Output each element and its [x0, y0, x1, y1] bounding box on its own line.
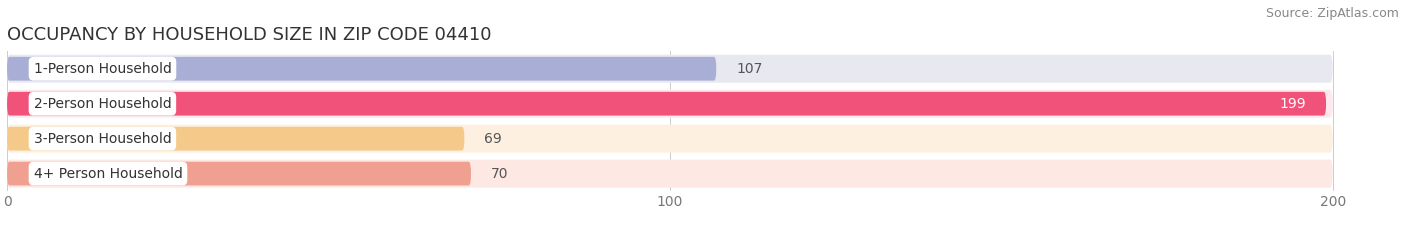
- Text: 199: 199: [1279, 97, 1306, 111]
- Text: 3-Person Household: 3-Person Household: [34, 132, 172, 146]
- FancyBboxPatch shape: [7, 160, 1333, 188]
- FancyBboxPatch shape: [7, 162, 471, 185]
- Text: 1-Person Household: 1-Person Household: [34, 62, 172, 76]
- Text: 4+ Person Household: 4+ Person Household: [34, 167, 183, 181]
- FancyBboxPatch shape: [7, 90, 1333, 118]
- FancyBboxPatch shape: [7, 125, 1333, 153]
- Text: OCCUPANCY BY HOUSEHOLD SIZE IN ZIP CODE 04410: OCCUPANCY BY HOUSEHOLD SIZE IN ZIP CODE …: [7, 26, 492, 44]
- Text: Source: ZipAtlas.com: Source: ZipAtlas.com: [1265, 7, 1399, 20]
- Text: 107: 107: [737, 62, 762, 76]
- FancyBboxPatch shape: [7, 57, 716, 81]
- Text: 70: 70: [491, 167, 509, 181]
- Text: 2-Person Household: 2-Person Household: [34, 97, 172, 111]
- FancyBboxPatch shape: [7, 92, 1326, 116]
- FancyBboxPatch shape: [7, 127, 464, 151]
- FancyBboxPatch shape: [7, 55, 1333, 83]
- Text: 69: 69: [484, 132, 502, 146]
